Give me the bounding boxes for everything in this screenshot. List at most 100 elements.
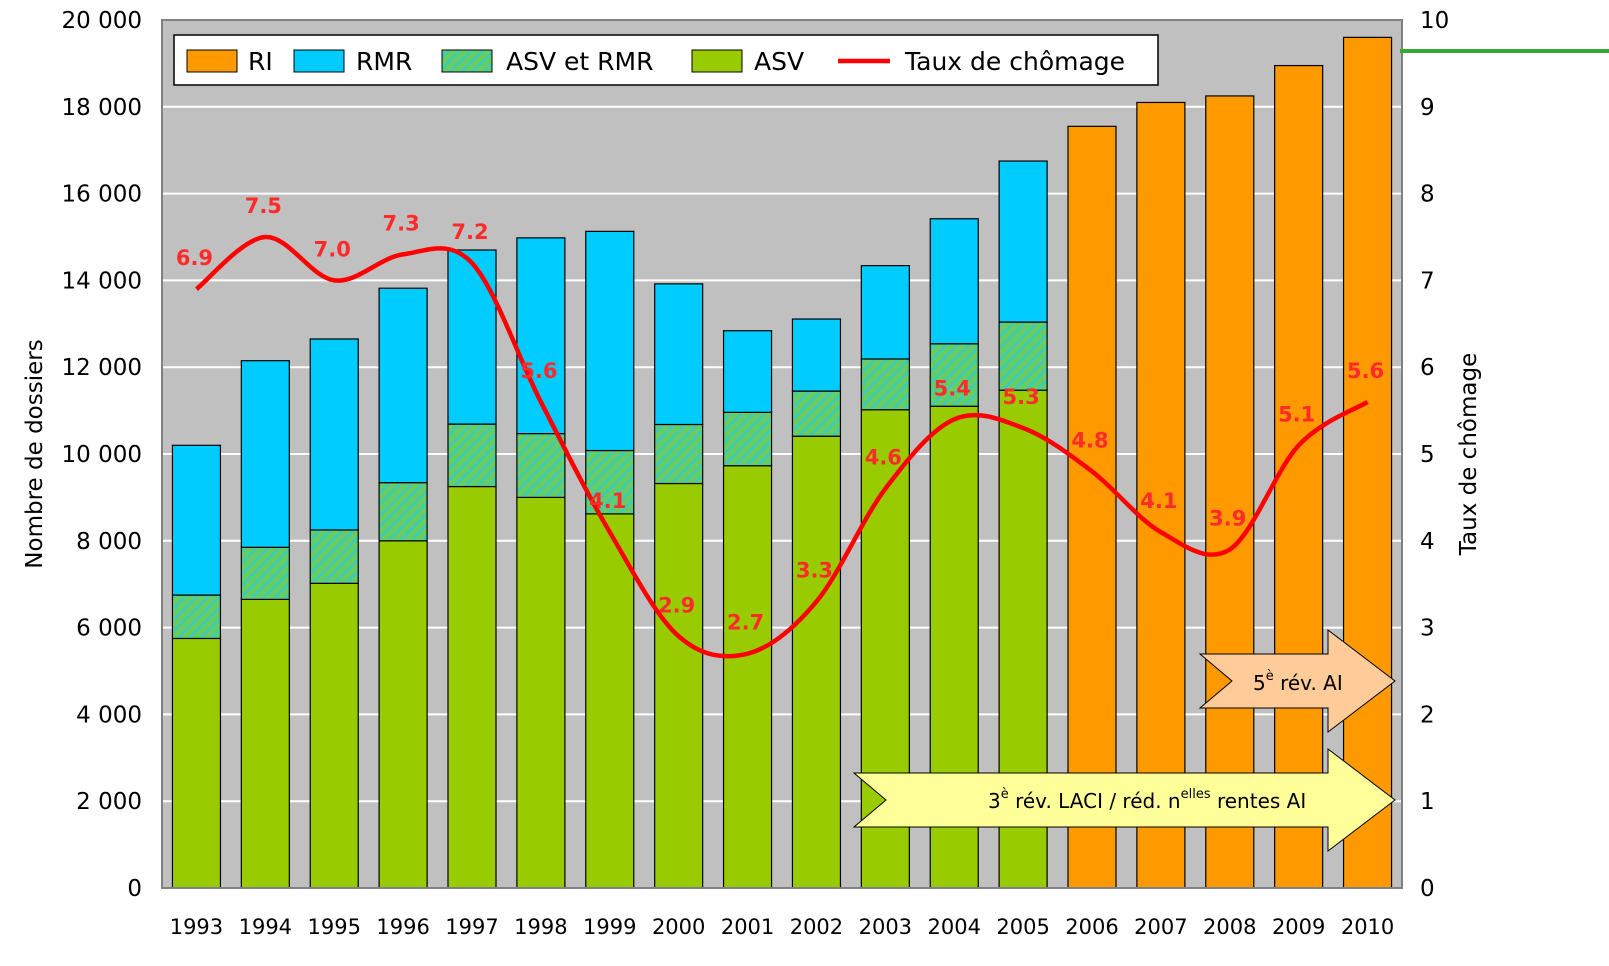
legend-label-asv-rmr: ASV et RMR xyxy=(506,47,653,76)
rev5-arrow-shape xyxy=(1198,628,1396,734)
bar-asv-2002 xyxy=(791,435,842,889)
bar-rmr-1993 xyxy=(171,444,222,596)
x-tick-label: 2010 xyxy=(1341,915,1394,939)
rate-label-1996: 7.3 xyxy=(383,211,420,235)
x-tick-label: 2006 xyxy=(1065,915,1118,939)
rev5-arrow-text: 5è rév. AI xyxy=(1253,669,1343,695)
bar-asv-1993 xyxy=(171,637,222,889)
y2-tick-label: 4 xyxy=(1420,529,1435,555)
rate-label-2002: 3.3 xyxy=(796,559,833,583)
y2-axis-title: Taux de chômage xyxy=(1456,353,1482,556)
bar-ri-2007 xyxy=(1136,101,1186,889)
y2-tick-label: 8 xyxy=(1420,182,1435,208)
bar-asv-1995 xyxy=(309,582,359,889)
bar-asv-2000 xyxy=(654,482,704,889)
plot-frame xyxy=(161,19,1403,889)
bar-asv-1997 xyxy=(447,485,497,889)
annotation-arrows: 5è rév. AI 3è rév. LACI / réd. nelles re… xyxy=(852,628,1396,853)
y2-tick-label: 5 xyxy=(1420,442,1435,468)
y2-tick-label: 9 xyxy=(1420,95,1435,121)
bar-rmr-1997 xyxy=(447,249,497,425)
x-tick-label: 2009 xyxy=(1272,915,1325,939)
bar-asv-et-rmr-1996 xyxy=(378,482,428,542)
x-tick-label: 2000 xyxy=(652,915,705,939)
rate-label-1999: 4.1 xyxy=(589,489,626,513)
bar-asv-et-rmr-2003 xyxy=(860,358,910,411)
unemployment-rate-labels: 6.9 7.5 7.0 7.3 7.2 5.6 4.1 2.9 2.7 3.3 4.6 5.4 5.3 4… xyxy=(176,194,1384,635)
legend-label-asv: ASV xyxy=(754,47,804,76)
bar-rmr-1994 xyxy=(240,360,290,548)
x-tick-label: 2007 xyxy=(1134,915,1187,939)
y-tick-label: 16 000 xyxy=(62,182,142,208)
y-axis-title: Nombre de dossiers xyxy=(22,339,48,568)
laci-arrow: 3è rév. LACI / réd. nelles rentes AI xyxy=(852,747,1396,853)
rate-label-2003: 4.6 xyxy=(865,446,902,470)
rate-label-2009: 5.1 xyxy=(1278,402,1315,426)
x-axis-ticks: 1993 1994 1995 1996 1997 1998 1999 2000 2001 2002… xyxy=(170,915,1395,939)
legend-swatch-asv-rmr xyxy=(441,49,493,73)
y2-tick-label: 1 xyxy=(1420,789,1435,815)
right-axis-ticks: 0 1 2 3 4 5 6 7 8 9 10 xyxy=(1420,8,1449,902)
bar-asv-et-rmr-2005 xyxy=(998,321,1048,391)
bar-asv-et-rmr-2001 xyxy=(722,411,773,467)
bar-ri-2010 xyxy=(1342,36,1393,889)
legend-swatch-rmr xyxy=(293,49,345,73)
bar-asv-et-rmr-2002 xyxy=(791,390,842,437)
x-tick-label: 1998 xyxy=(514,915,567,939)
y-tick-label: 6 000 xyxy=(76,616,142,642)
x-tick-label: 1993 xyxy=(170,915,223,939)
bar-asv-et-rmr-1998 xyxy=(516,433,566,498)
rate-label-2004: 5.4 xyxy=(934,376,971,400)
y-tick-label: 20 000 xyxy=(62,8,142,34)
y-tick-label: 0 xyxy=(127,876,142,902)
y2-tick-label: 10 xyxy=(1420,8,1449,34)
x-tick-label: 2008 xyxy=(1203,915,1256,939)
legend-swatch-ri xyxy=(186,49,238,73)
x-tick-label: 2004 xyxy=(927,915,980,939)
bar-asv-1998 xyxy=(516,496,566,889)
bar-rmr-1995 xyxy=(309,338,359,531)
bar-asv-1994 xyxy=(240,598,290,889)
y2-tick-label: 6 xyxy=(1420,355,1435,381)
bar-rmr-2004 xyxy=(929,218,979,345)
unemployment-rate-line xyxy=(195,234,1369,659)
bar-asv-et-rmr-2000 xyxy=(654,423,704,485)
x-tick-label: 1997 xyxy=(445,915,498,939)
bar-asv-et-rmr-1993 xyxy=(171,594,222,640)
bar-asv-et-rmr-1995 xyxy=(309,529,359,584)
x-tick-label: 2002 xyxy=(790,915,843,939)
rate-label-2010: 5.6 xyxy=(1347,359,1384,383)
rate-label-2001: 2.7 xyxy=(727,611,764,635)
rate-label-2006: 4.8 xyxy=(1071,428,1108,452)
bar-asv-2001 xyxy=(722,465,773,889)
x-tick-label: 2005 xyxy=(996,915,1049,939)
legend-label-ri: RI xyxy=(248,47,273,76)
rate-label-1993: 6.9 xyxy=(176,246,213,270)
bar-asv-et-rmr-1994 xyxy=(240,546,290,600)
x-tick-label: 2001 xyxy=(721,915,774,939)
rate-label-1998: 5.6 xyxy=(520,359,557,383)
y-tick-label: 18 000 xyxy=(62,95,142,121)
left-axis-ticks: 0 2 000 4 000 6 000 8 000 10 000 12 000 14 000 1… xyxy=(62,8,142,902)
x-tick-label: 1996 xyxy=(376,915,429,939)
bar-ri-2009 xyxy=(1274,64,1324,889)
rate-label-2000: 2.9 xyxy=(658,593,695,617)
bar-rmr-2003 xyxy=(860,265,910,360)
bar-rmr-2005 xyxy=(998,160,1048,323)
legend: RI RMR ASV et RMR ASV Taux de chômage xyxy=(173,34,1159,86)
y-tick-label: 10 000 xyxy=(62,442,142,468)
rev5-arrow: 5è rév. AI xyxy=(1198,628,1396,734)
bar-rmr-2000 xyxy=(654,283,704,426)
rate-label-1997: 7.2 xyxy=(451,220,488,244)
x-tick-label: 2003 xyxy=(859,915,912,939)
y2-tick-label: 7 xyxy=(1420,268,1435,294)
bar-ri-2006 xyxy=(1067,125,1117,889)
rate-label-1994: 7.5 xyxy=(245,194,282,218)
y-tick-label: 14 000 xyxy=(62,268,142,294)
bar-asv-1999 xyxy=(585,513,635,889)
rate-label-1995: 7.0 xyxy=(314,237,351,261)
y-tick-label: 2 000 xyxy=(76,789,142,815)
y2-tick-label: 0 xyxy=(1420,876,1435,902)
y-tick-label: 4 000 xyxy=(76,702,142,728)
